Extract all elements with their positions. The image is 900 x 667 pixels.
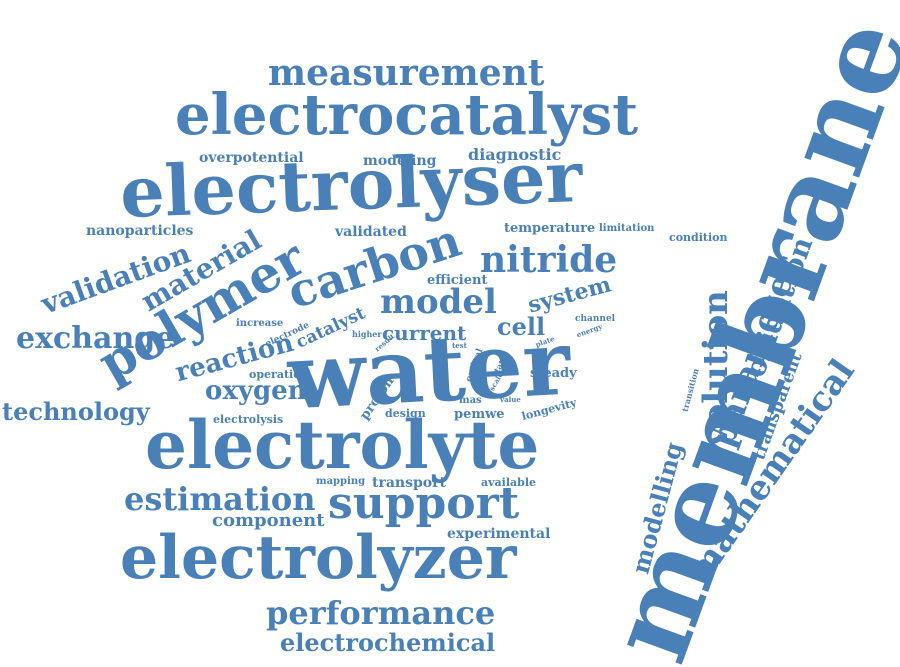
word-model: model <box>380 282 497 322</box>
word-electrolyte: electrolyte <box>145 406 540 484</box>
word-condition: condition <box>669 231 728 244</box>
word-overpotential: overpotential <box>199 150 304 166</box>
word-efficient: efficient <box>427 273 488 288</box>
word-exchange: exchange <box>16 321 175 356</box>
word-current: current <box>382 321 467 345</box>
word-mapping: mapping <box>316 476 366 487</box>
word-available: available <box>481 476 536 489</box>
word-electrocatalyst: electrocatalyst <box>175 82 639 148</box>
word-modeling: modeling <box>363 153 437 169</box>
word-higher: higher <box>352 329 382 339</box>
word-component: component <box>212 510 325 531</box>
word-mas: mas <box>459 395 482 406</box>
word-channel: channel <box>575 314 616 324</box>
word-validated: validated <box>335 224 407 240</box>
word-experimental: experimental <box>447 526 551 542</box>
word-electrolysis: electrolysis <box>213 413 284 426</box>
word-technology: technology <box>2 397 150 426</box>
word-support: support <box>328 478 520 529</box>
word-temperature: temperature <box>504 221 596 236</box>
word-operation: operation <box>249 368 309 381</box>
word-oxygen: oxygen <box>205 376 307 406</box>
word-nitride: nitride <box>480 239 618 281</box>
word-electrolyzer: electrolyzer <box>120 523 517 593</box>
word-energy: energy <box>575 321 604 340</box>
word-performance: performance <box>266 594 496 632</box>
word-electrochemical: electrochemical <box>280 628 496 657</box>
word-transport: transport <box>372 475 446 491</box>
word-test: test <box>452 341 467 350</box>
word-estimation: estimation <box>124 480 316 518</box>
word-pemwe: pemwe <box>454 407 505 422</box>
word-measurement: measurement <box>268 52 545 94</box>
word-design: design <box>385 407 426 420</box>
word-value: value <box>500 395 521 404</box>
word-cell: cell <box>497 312 546 341</box>
word-nanoparticles: nanoparticles <box>86 223 194 239</box>
word-increase: increase <box>236 318 284 329</box>
word-limitation: limitation <box>599 223 655 234</box>
word-diagnostic: diagnostic <box>468 145 562 164</box>
word-steady: steady <box>530 366 577 381</box>
